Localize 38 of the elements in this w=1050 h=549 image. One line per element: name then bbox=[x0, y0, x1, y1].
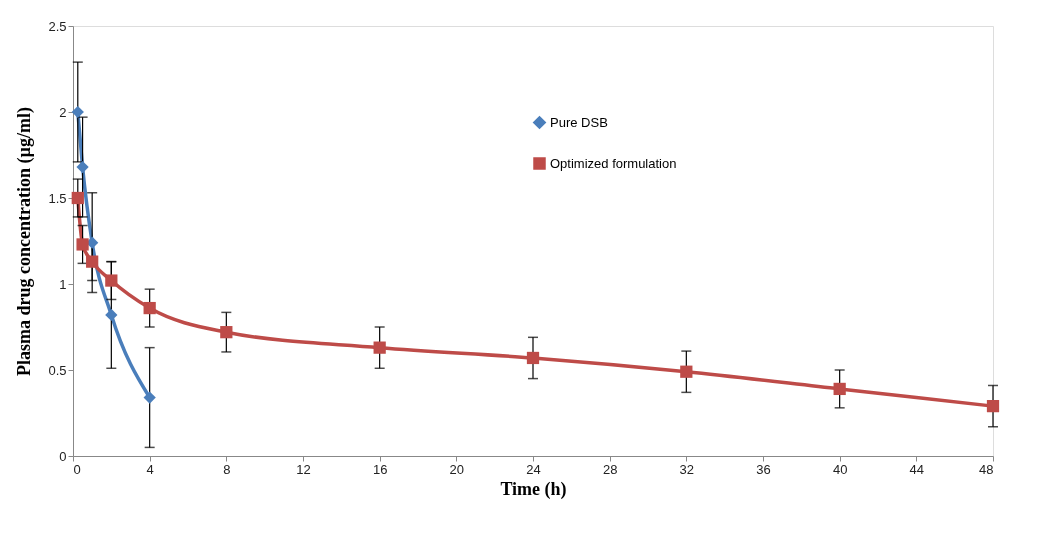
x-axis-title: Time (h) bbox=[500, 478, 567, 500]
point bbox=[833, 382, 846, 396]
point bbox=[680, 365, 693, 378]
point bbox=[76, 160, 89, 174]
y-tick-label: 1.5 bbox=[48, 190, 67, 206]
x-tick-label: 36 bbox=[756, 461, 771, 477]
point bbox=[76, 238, 89, 251]
x-tick-label: 40 bbox=[832, 461, 848, 477]
point bbox=[220, 326, 233, 339]
point bbox=[71, 105, 84, 119]
legend-label: Pure DSB bbox=[550, 114, 608, 130]
point bbox=[526, 351, 540, 365]
point bbox=[71, 191, 84, 205]
y-axis-title: Plasma drug concentration (µg/ml) bbox=[14, 107, 36, 376]
point bbox=[986, 400, 1000, 413]
x-tick-label: 16 bbox=[372, 461, 388, 477]
x-tick-label: 0 bbox=[73, 461, 81, 477]
x-tick-label: 4 bbox=[146, 461, 154, 477]
x-tick-label: 32 bbox=[679, 461, 695, 477]
point bbox=[105, 274, 118, 287]
x-tick-label: 48 bbox=[979, 461, 994, 477]
y-tick-label: 0 bbox=[59, 448, 67, 464]
x-tick-label: 8 bbox=[223, 461, 231, 477]
y-tick-label: 2 bbox=[59, 104, 67, 120]
point bbox=[143, 391, 156, 404]
x-tick-label: 20 bbox=[449, 461, 465, 477]
y-tick-label: 0.5 bbox=[48, 362, 67, 378]
point bbox=[105, 308, 118, 322]
x-tick-label: 24 bbox=[526, 461, 541, 477]
x-tick-label: 44 bbox=[909, 461, 925, 477]
legend-label: Optimized formulation bbox=[550, 155, 677, 171]
y-tick-label: 2.5 bbox=[48, 18, 67, 34]
y-tick-label: 1 bbox=[59, 276, 67, 292]
point bbox=[373, 341, 386, 354]
x-tick-label: 12 bbox=[296, 461, 311, 477]
point bbox=[86, 255, 99, 268]
point bbox=[143, 301, 156, 315]
x-tick-label: 28 bbox=[602, 461, 618, 477]
